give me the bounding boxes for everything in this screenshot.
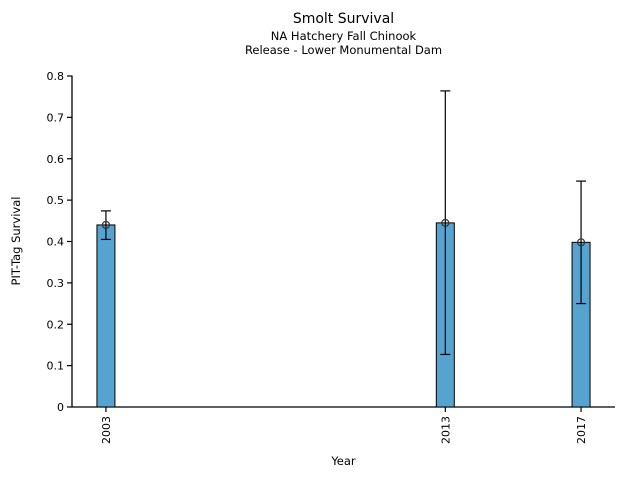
x-axis-label: Year	[331, 454, 356, 468]
y-tick-label: 0.8	[47, 70, 65, 83]
chart-subtitle-line-2: Release - Lower Monumental Dam	[244, 43, 443, 57]
y-tick-label: 0.7	[47, 111, 65, 124]
chart-subtitle-line-1: NA Hatchery Fall Chinook	[270, 29, 417, 43]
y-tick-label: 0.1	[47, 360, 65, 373]
y-tick-label: 0.3	[47, 277, 65, 290]
x-tick-label-2013: 2013	[439, 416, 452, 444]
y-tick-label: 0	[57, 401, 64, 414]
x-tick-label-2017: 2017	[575, 416, 588, 444]
bar-2003	[96, 224, 116, 408]
y-tick-label: 0.6	[47, 153, 65, 166]
point-marker-2013	[441, 218, 450, 227]
chart-title: Smolt Survival	[292, 11, 395, 27]
point-marker-2017	[576, 238, 586, 247]
x-tick-label-2003: 2003	[100, 416, 113, 444]
point-marker-2003	[101, 220, 111, 230]
y-tick-label: 0.2	[47, 318, 65, 331]
y-tick-label: 0.5	[47, 194, 65, 207]
y-tick-label: 0.4	[47, 236, 65, 249]
